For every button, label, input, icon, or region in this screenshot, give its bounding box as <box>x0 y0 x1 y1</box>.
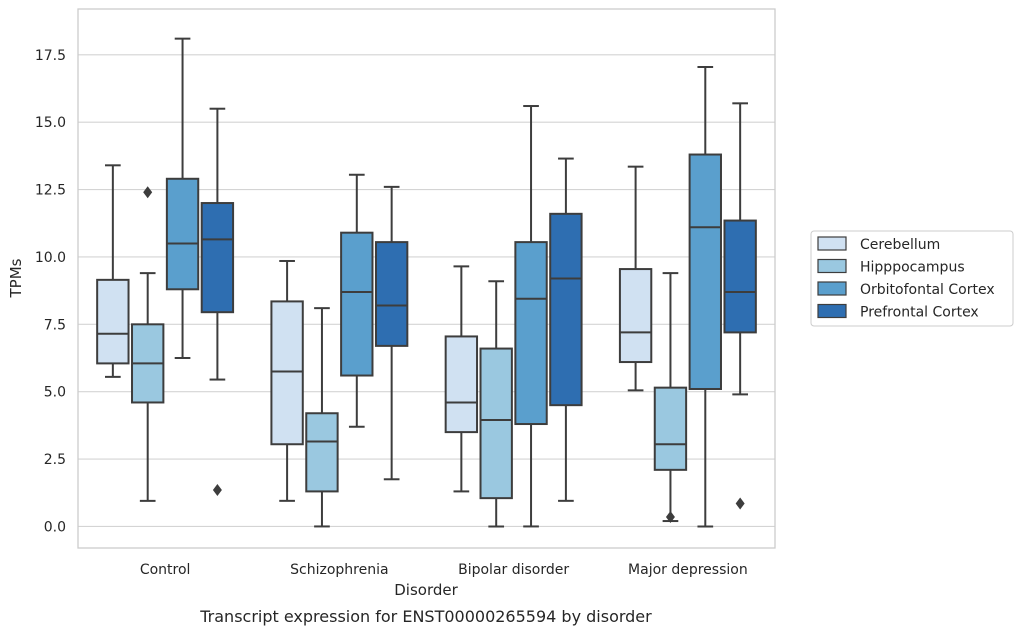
y-tick-label: 15.0 <box>35 115 66 131</box>
iqr-box <box>270 300 304 446</box>
iqr-box <box>165 177 200 291</box>
legend-label: Prefrontal Cortex <box>860 305 979 321</box>
box-hipppocampus <box>305 307 339 528</box>
iqr-box <box>305 412 339 493</box>
y-tick-label: 5.0 <box>44 385 66 401</box>
iqr-box <box>96 278 130 365</box>
chart-caption: Transcript expression for ENST0000026559… <box>199 607 652 626</box>
x-tick-labels: Control Schizophrenia Bipolar disorder Majo… <box>140 562 748 578</box>
y-tick-label: 12.5 <box>35 183 66 199</box>
y-tick-label: 2.5 <box>44 452 66 468</box>
iqr-box <box>723 219 757 334</box>
iqr-box <box>200 202 235 314</box>
legend-swatch <box>817 303 847 319</box>
box-cerebellum <box>270 259 304 502</box>
x-tick-label: Bipolar disorder <box>458 562 569 578</box>
y-tick-label: 17.5 <box>35 48 66 64</box>
box-cerebellum <box>96 164 130 378</box>
box-prefrontal-cortex <box>374 185 409 481</box>
box-prefrontal-cortex <box>723 102 757 510</box>
box-orbitofontal-cortex <box>340 173 374 428</box>
x-tick-label: Schizophrenia <box>290 562 388 578</box>
outlier-point <box>212 484 222 497</box>
legend-swatch <box>817 258 847 274</box>
y-tick-labels: 0.0 2.5 5.0 7.5 10.0 12.5 15.0 17.5 <box>35 48 66 536</box>
x-tick-label: Major depression <box>628 562 748 578</box>
outlier-point <box>143 186 153 199</box>
x-tick-label: Control <box>140 562 191 578</box>
x-axis-title: Disorder <box>394 581 458 599</box>
box-groups <box>96 37 757 528</box>
iqr-box <box>618 268 653 364</box>
legend-frame <box>810 230 1014 327</box>
box-prefrontal-cortex <box>549 157 583 502</box>
iqr-box <box>549 212 583 407</box>
plot-frame <box>77 8 776 549</box>
y-tick-label: 7.5 <box>44 317 66 333</box>
outlier-point <box>735 497 745 510</box>
box-orbitofontal-cortex <box>688 65 722 528</box>
iqr-box <box>340 231 374 377</box>
box-orbitofontal-cortex <box>514 105 548 528</box>
box-cerebellum <box>444 265 479 493</box>
y-axis-title: TPMs <box>7 258 25 298</box>
legend-swatch <box>817 281 847 296</box>
iqr-box <box>444 335 479 434</box>
box-hipppocampus <box>479 280 513 528</box>
iqr-box <box>514 241 548 426</box>
box-prefrontal-cortex <box>200 107 235 497</box>
y-tick-label: 10.0 <box>35 250 66 266</box>
box-cerebellum <box>618 165 653 392</box>
iqr-box <box>653 386 688 471</box>
box-hipppocampus <box>131 186 165 502</box>
legend-swatch <box>817 236 847 251</box>
iqr-box <box>479 347 513 500</box>
legend-label: Hipppocampus <box>860 260 965 276</box>
legend: Cerebellum Hipppocampus Orbitofontal Corte… <box>810 230 1014 327</box>
box-orbitofontal-cortex <box>165 37 200 360</box>
iqr-box <box>688 153 722 390</box>
legend-label: Cerebellum <box>860 237 940 253</box>
box-hipppocampus <box>653 272 688 524</box>
legend-label: Orbitofontal Cortex <box>860 282 995 298</box>
y-tick-label: 0.0 <box>44 519 66 535</box>
iqr-box <box>374 241 409 347</box>
outlier-point <box>665 511 675 524</box>
